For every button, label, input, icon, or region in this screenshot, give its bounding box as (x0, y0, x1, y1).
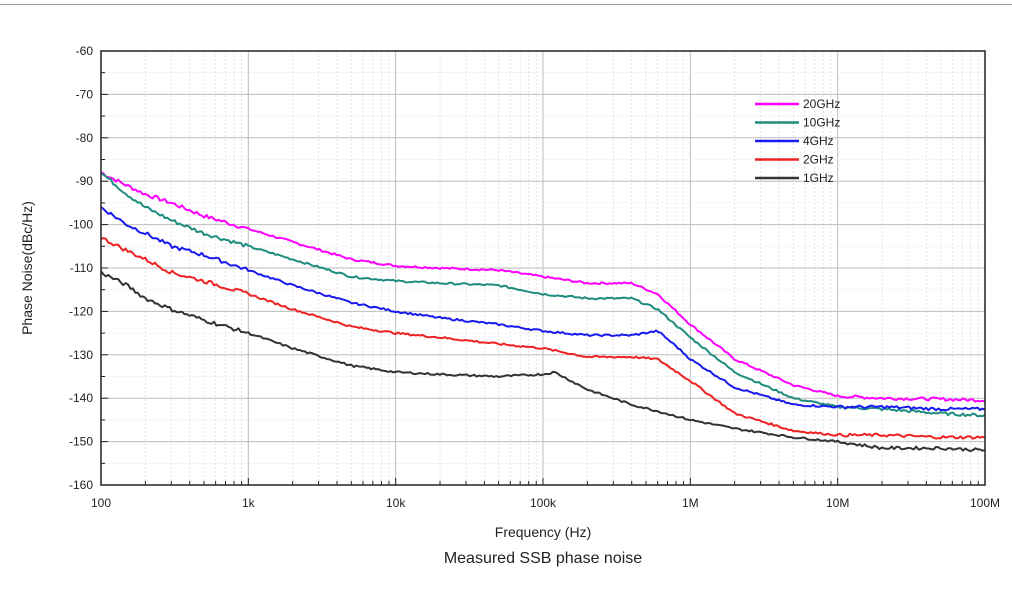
x-tick-label: 1M (682, 496, 699, 510)
x-tick-label: 1k (242, 496, 256, 510)
x-tick-label: 10M (826, 496, 849, 510)
y-tick-label: -60 (76, 44, 94, 58)
y-tick-label: -100 (69, 218, 93, 232)
label-layer: -60 -70 -80 -90 -100 -110 -120 -130 -140 -150 -160… (69, 44, 1000, 510)
legend-label-1ghz: 1GHz (803, 171, 834, 185)
series-line-2ghz (100, 237, 986, 440)
y-axis-label: Phase Noise(dBc/Hz) (19, 201, 35, 335)
legend-label-2ghz: 2GHz (803, 153, 834, 167)
legend-label-10ghz: 10GHz (803, 116, 840, 130)
x-axis-label: Frequency (Hz) (495, 524, 591, 540)
legend: 20GHz 10GHz 4GHz 2GHz 1GHz (755, 97, 840, 185)
y-tick-label: -110 (70, 261, 93, 275)
y-tick-label: -90 (76, 174, 94, 188)
tick-layer (101, 50, 979, 486)
y-tick-label: -70 (76, 87, 94, 101)
series-layer (100, 171, 986, 452)
y-tick-label: -120 (69, 304, 93, 318)
y-tick-label: -80 (76, 131, 94, 145)
x-tick-label: 100k (530, 496, 557, 510)
legend-label-4ghz: 4GHz (803, 134, 834, 148)
x-tick-label: 10k (386, 496, 406, 510)
y-tick-label: -160 (69, 478, 93, 492)
legend-label-20ghz: 20GHz (803, 97, 840, 111)
y-tick-label: -130 (69, 348, 93, 362)
chart-caption: Measured SSB phase noise (444, 550, 642, 567)
y-tick-label: -140 (69, 391, 93, 405)
top-divider (0, 4, 1012, 5)
series-line-1ghz (100, 270, 986, 452)
x-tick-label: 100 (91, 496, 111, 510)
x-tick-label: 100M (970, 496, 1000, 510)
grid-layer (101, 51, 985, 485)
series-line-20ghz (100, 171, 986, 403)
series-line-4ghz (100, 206, 986, 412)
y-tick-label: -150 (69, 435, 93, 449)
